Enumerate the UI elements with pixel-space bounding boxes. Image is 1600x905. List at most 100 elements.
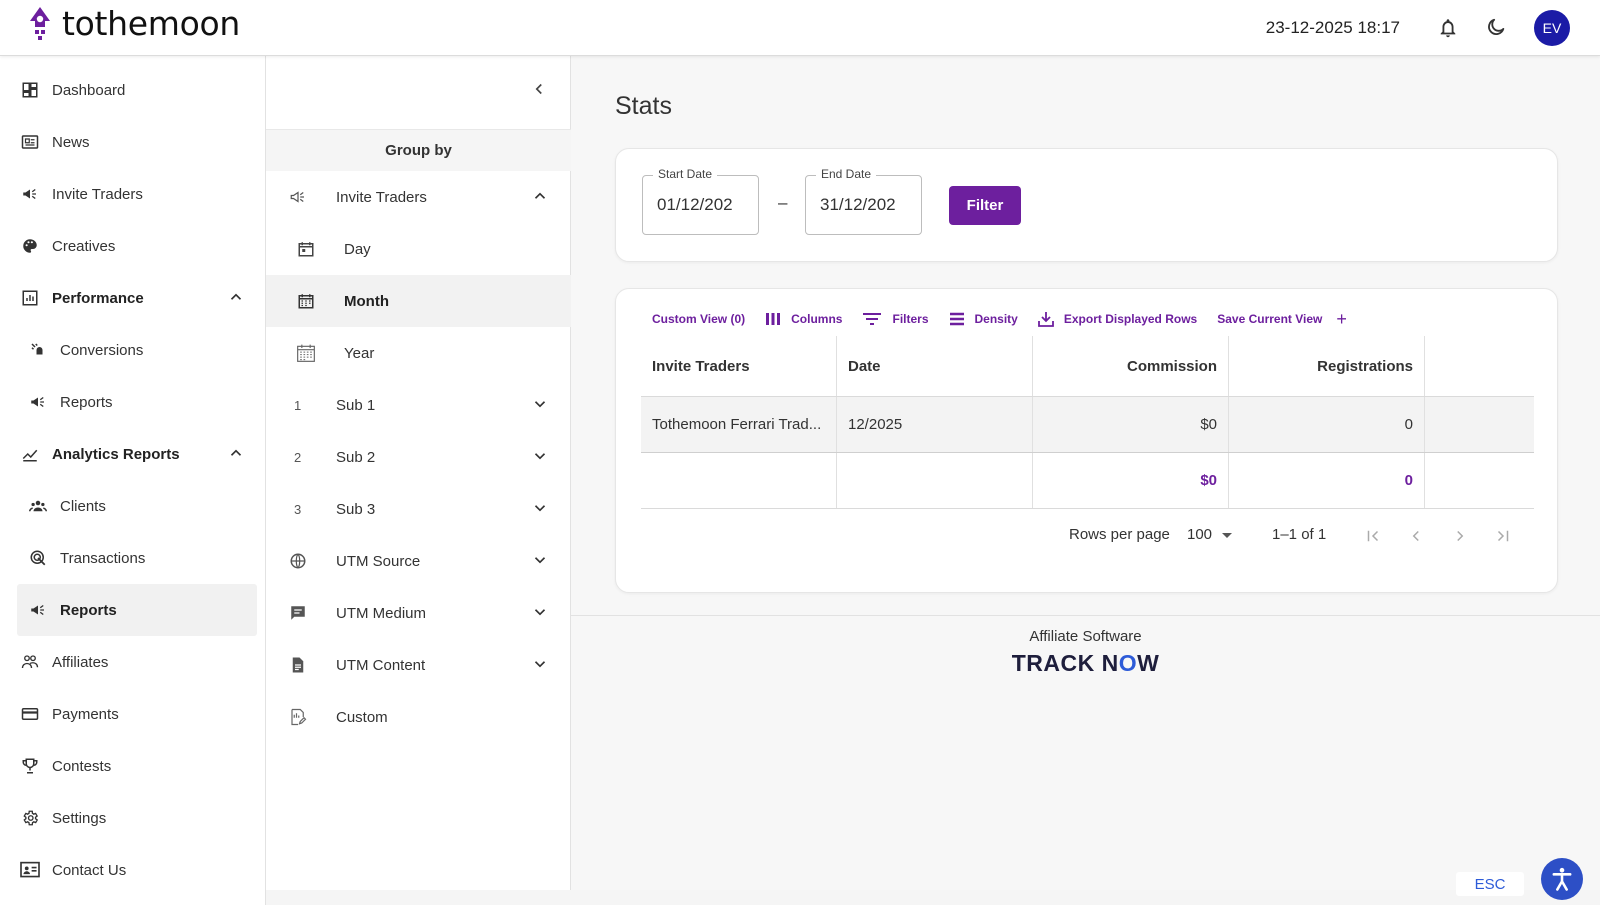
affiliates-icon [20, 652, 40, 672]
sidebar: Dashboard News Invite Traders Creatives … [0, 56, 266, 905]
export-label: Export Displayed Rows [1063, 312, 1198, 326]
columns-label: Columns [791, 312, 843, 326]
end-date-value[interactable]: 31/12/202 [820, 195, 896, 214]
tracknow-logo[interactable]: TRACK NOW [571, 650, 1600, 677]
custom-icon [288, 707, 308, 727]
column-header-registrations[interactable]: Registrations [1229, 336, 1425, 396]
start-date-field[interactable]: Start Date 01/12/202 [642, 167, 759, 235]
sidebar-item-label: Clients [60, 497, 106, 515]
sidebar-item-label: Contests [52, 757, 112, 775]
user-avatar[interactable]: EV [1534, 10, 1570, 46]
esc-button[interactable]: ESC [1456, 872, 1524, 896]
group-by-custom[interactable]: Custom [266, 691, 571, 743]
group-by-month[interactable]: Month [266, 275, 571, 327]
density-button[interactable]: Density [949, 312, 1018, 326]
calendar-day-icon [296, 239, 316, 259]
brand-logo[interactable]: tothemoon [26, 4, 240, 43]
pagination: Rows per page 100 1–1 of 1 [616, 514, 1534, 554]
filters-button[interactable]: Filters [862, 312, 929, 326]
sidebar-item-contests[interactable]: Contests [17, 740, 257, 792]
previous-page-button[interactable] [1404, 524, 1428, 548]
group-by-sub-3[interactable]: 3 Sub 3 [266, 483, 571, 535]
sidebar-item-transactions[interactable]: Transactions [17, 532, 257, 584]
sidebar-item-label: Conversions [60, 341, 144, 359]
chevron-left-icon [530, 80, 548, 98]
save-view-button[interactable]: Save Current View [1217, 312, 1322, 326]
sidebar-item-affiliates[interactable]: Affiliates [17, 636, 257, 688]
news-icon [20, 132, 40, 152]
group-by-invite-traders[interactable]: Invite Traders [266, 171, 571, 223]
calendar-month-icon [296, 291, 316, 311]
accessibility-button[interactable] [1541, 858, 1583, 900]
sidebar-item-analytics-reports[interactable]: Analytics Reports [17, 428, 257, 480]
sidebar-item-performance-reports[interactable]: Reports [17, 376, 257, 428]
sidebar-item-dashboard[interactable]: Dashboard [17, 64, 257, 116]
group-by-utm-source[interactable]: UTM Source [266, 535, 571, 587]
table-cell: $0 [1033, 397, 1229, 452]
line-chart-icon [20, 444, 40, 464]
group-by-label: Sub 2 [336, 448, 376, 466]
megaphone-icon [20, 184, 40, 204]
group-by-label: Month [344, 292, 389, 310]
sidebar-item-performance[interactable]: Performance [17, 272, 257, 324]
group-by-utm-medium[interactable]: UTM Medium [266, 587, 571, 639]
bar-chart-icon [20, 288, 40, 308]
sidebar-item-conversions[interactable]: Conversions [17, 324, 257, 376]
group-by-year[interactable]: Year [266, 327, 571, 379]
last-page-button[interactable] [1491, 524, 1515, 548]
sidebar-item-label: Payments [52, 705, 119, 723]
palette-icon [20, 236, 40, 256]
calendar-year-icon [296, 343, 316, 363]
columns-button[interactable]: Columns [765, 312, 842, 326]
first-page-button[interactable] [1361, 524, 1385, 548]
comment-icon [288, 603, 308, 623]
filters-label: Filters [892, 312, 929, 326]
group-by-sub-1[interactable]: 1 Sub 1 [266, 379, 571, 431]
chevron-down-icon [531, 655, 549, 673]
filter-button[interactable]: Filter [949, 186, 1021, 225]
accessibility-icon [1548, 865, 1576, 893]
export-button[interactable]: Export Displayed Rows [1037, 311, 1198, 327]
logo-text-b: W [1137, 650, 1160, 676]
bottom-strip [266, 890, 1600, 905]
transactions-icon [28, 548, 48, 568]
sidebar-item-label: Invite Traders [52, 185, 143, 203]
collapse-panel-button[interactable] [530, 80, 548, 98]
sidebar-item-label: Affiliates [52, 653, 109, 671]
table-row[interactable]: Tothemoon Ferrari Trad... 12/2025 $0 0 [641, 396, 1534, 453]
start-date-value[interactable]: 01/12/202 [657, 195, 733, 214]
sidebar-item-analytics-reports-reports[interactable]: Reports [17, 584, 257, 636]
sidebar-item-settings[interactable]: Settings [17, 792, 257, 844]
notifications-button[interactable] [1430, 10, 1466, 46]
sidebar-item-payments[interactable]: Payments [17, 688, 257, 740]
next-page-button[interactable] [1448, 524, 1472, 548]
totals-row: $0 0 [641, 453, 1534, 509]
rocket-logo-icon [26, 5, 54, 43]
cell-text: Tothemoon Ferrari Trad... [652, 416, 822, 433]
sidebar-item-creatives[interactable]: Creatives [17, 220, 257, 272]
group-by-label: Custom [336, 708, 388, 726]
sidebar-item-invite-traders[interactable]: Invite Traders [17, 168, 257, 220]
end-date-field[interactable]: End Date 31/12/202 [805, 167, 922, 235]
group-by-sub-2[interactable]: 2 Sub 2 [266, 431, 571, 483]
chevron-down-icon [531, 395, 549, 413]
group-by-utm-content[interactable]: UTM Content [266, 639, 571, 691]
caret-down-icon[interactable] [1221, 532, 1233, 540]
brand-name: tothemoon [62, 4, 241, 43]
add-view-button[interactable]: + [1336, 309, 1347, 329]
group-by-day[interactable]: Day [266, 223, 571, 275]
sidebar-item-clients[interactable]: Clients [17, 480, 257, 532]
custom-view-button[interactable]: Custom View (0) [652, 312, 745, 326]
sidebar-item-contact-us[interactable]: Contact Us [17, 844, 257, 896]
rows-per-page-select[interactable]: 100 [1187, 526, 1213, 543]
group-by-label: UTM Source [336, 552, 421, 570]
table-cell: 12/2025 [837, 397, 1033, 452]
column-header-invite-traders[interactable]: Invite Traders [641, 336, 837, 396]
sidebar-item-news[interactable]: News [17, 116, 257, 168]
theme-toggle-button[interactable] [1478, 10, 1514, 46]
column-header-commission[interactable]: Commission [1033, 336, 1229, 396]
column-header-date[interactable]: Date [837, 336, 1033, 396]
group-by-label: Sub 1 [336, 396, 376, 414]
sidebar-item-label: Reports [60, 601, 117, 619]
footer-text: Affiliate Software [1029, 628, 1142, 645]
